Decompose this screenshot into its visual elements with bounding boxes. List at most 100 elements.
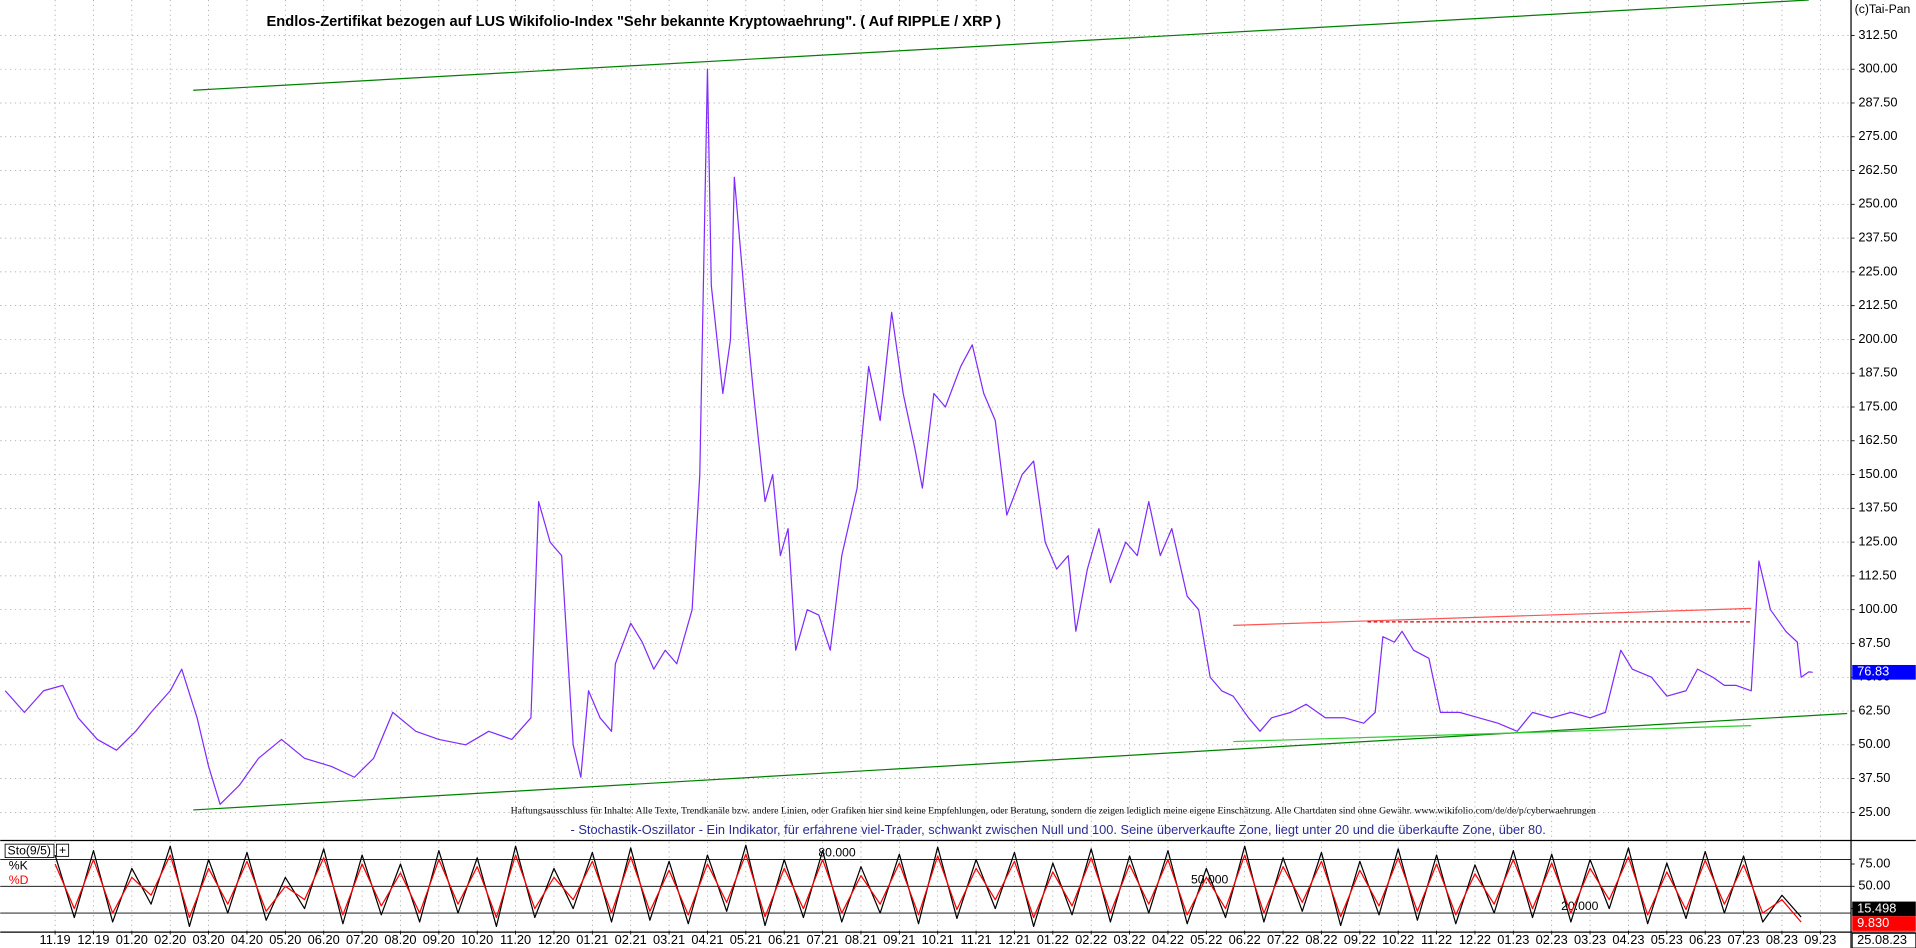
last-value-box	[1852, 664, 1916, 680]
y-tick-label: 150.00	[1858, 466, 1897, 481]
y-tick-label: 62.50	[1858, 702, 1890, 717]
y-tick-label: 175.00	[1858, 398, 1897, 413]
y-tick-label: 75.00	[1858, 855, 1890, 870]
x-tick-label: 10.22	[1382, 932, 1414, 947]
trendline	[193, 712, 1848, 811]
level-label: 50.000	[1191, 872, 1229, 886]
y-tick-label: 237.50	[1858, 229, 1897, 244]
x-tick-label: 12.21	[998, 932, 1030, 947]
x-tick-label: 08.20	[384, 932, 416, 947]
y-tick-label: 200.00	[1858, 331, 1897, 346]
last-value-label: 76.83	[1857, 664, 1889, 679]
x-tick-label: 11.22	[1421, 932, 1452, 947]
x-tick-label: 11.20	[500, 932, 531, 947]
x-tick-label: 06.22	[1229, 932, 1261, 947]
x-tick-label: 04.20	[231, 932, 263, 947]
x-tick-label: 01.22	[1037, 932, 1069, 947]
x-tick-label: 02.20	[154, 932, 186, 947]
y-tick-label: 225.00	[1858, 263, 1897, 278]
legend-d: %D	[9, 873, 29, 887]
last-k-box	[1852, 901, 1916, 917]
x-tick-label: 06.21	[768, 932, 800, 947]
x-tick-label: 05.23	[1651, 932, 1683, 947]
x-tick-label: 03.20	[193, 932, 225, 947]
indicator-button-icon: +	[59, 843, 66, 857]
x-tick-label: 07.22	[1267, 932, 1299, 947]
x-tick-label: 12.22	[1459, 932, 1491, 947]
last-d-label: 9.830	[1857, 915, 1889, 930]
x-tick-label: 03.22	[1114, 932, 1146, 947]
x-tick-label: 07.20	[346, 932, 378, 947]
y-tick-label: 312.50	[1858, 27, 1897, 42]
trendline	[1233, 607, 1752, 626]
x-tick-label: 04.23	[1612, 932, 1644, 947]
x-tick-label: 06.20	[308, 932, 340, 947]
y-tick-label: 37.50	[1858, 770, 1890, 785]
level-label: 80.000	[818, 846, 856, 860]
y-tick-label: 137.50	[1858, 500, 1897, 515]
y-tick-label: 275.00	[1858, 128, 1897, 143]
level-label: 20.000	[1561, 899, 1599, 913]
price-line	[4, 68, 1813, 805]
y-tick-label: 125.00	[1858, 534, 1897, 549]
x-tick-label: 04.22	[1152, 932, 1184, 947]
y-tick-label: 212.50	[1858, 297, 1897, 312]
y-tick-label: 300.00	[1858, 61, 1897, 76]
y-tick-label: 162.50	[1858, 432, 1897, 447]
disclaimer: Haftungsausschluss für Inhalte: Alle Tex…	[511, 805, 1596, 816]
trendline	[1233, 725, 1752, 743]
x-tick-label: 12.20	[538, 932, 570, 947]
x-tick-label: 09.23	[1804, 932, 1836, 947]
copyright: (c)Tai-Pan	[1855, 2, 1911, 16]
x-tick-label: 11.21	[961, 932, 992, 947]
x-tick-label: 08.22	[1305, 932, 1337, 947]
y-tick-label: 50.00	[1858, 878, 1890, 893]
x-tick-label: 09.20	[423, 932, 455, 947]
x-tick-label: 10.20	[461, 932, 493, 947]
x-tick-label: 08.23	[1766, 932, 1798, 947]
x-tick-label: 06.23	[1689, 932, 1721, 947]
y-tick-label: 112.50	[1858, 567, 1896, 582]
x-tick-label: 05.22	[1190, 932, 1222, 947]
price-line	[54, 853, 1802, 923]
x-tick-label: 02.23	[1536, 932, 1568, 947]
x-tick-label: 10.21	[922, 932, 954, 947]
last-d-box	[1852, 916, 1916, 931]
y-tick-label: 287.50	[1858, 94, 1897, 109]
y-tick-label: 262.50	[1858, 162, 1897, 177]
x-tick-label: 12.19	[77, 932, 109, 947]
x-tick-label: 03.21	[653, 932, 685, 947]
last-k-label: 15.498	[1857, 900, 1896, 915]
x-tick-label: 07.23	[1728, 932, 1760, 947]
x-tick-label: 02.21	[615, 932, 647, 947]
x-tick-label: 07.21	[807, 932, 839, 947]
y-tick-label: 250.00	[1858, 196, 1897, 211]
x-tick-label: 01.23	[1497, 932, 1529, 947]
chart-title: Endlos-Zertifikat bezogen auf LUS Wikifo…	[267, 14, 1002, 30]
x-tick-label: 02.22	[1075, 932, 1107, 947]
indicator-button[interactable]	[55, 843, 70, 857]
date-label: 25.08.23	[1857, 932, 1907, 947]
trendline	[193, 0, 1809, 91]
y-tick-label: 187.50	[1858, 365, 1897, 380]
indicator-title: Sto(9/5)	[8, 844, 51, 858]
x-tick-label: 05.21	[730, 932, 762, 947]
indicator-box	[4, 843, 55, 859]
x-tick-label: 09.22	[1344, 932, 1376, 947]
x-tick-label: 09.21	[883, 932, 915, 947]
x-tick-label: 11.19	[40, 932, 71, 947]
x-tick-label: 08.21	[845, 932, 877, 947]
x-tick-label: 01.21	[576, 932, 608, 947]
x-tick-label: 04.21	[691, 932, 723, 947]
x-tick-label: 01.20	[116, 932, 148, 947]
x-tick-label: 03.23	[1574, 932, 1606, 947]
y-tick-label: 100.00	[1858, 601, 1897, 616]
y-tick-label: 87.50	[1858, 635, 1890, 650]
x-tick-label: 05.20	[269, 932, 301, 947]
y-tick-label: 50.00	[1858, 736, 1890, 751]
indicator-note: - Stochastik-Oszillator - Ein Indikator,…	[571, 822, 1546, 837]
legend-k: %K	[9, 858, 28, 872]
y-tick-label: 25.00	[1858, 804, 1890, 819]
